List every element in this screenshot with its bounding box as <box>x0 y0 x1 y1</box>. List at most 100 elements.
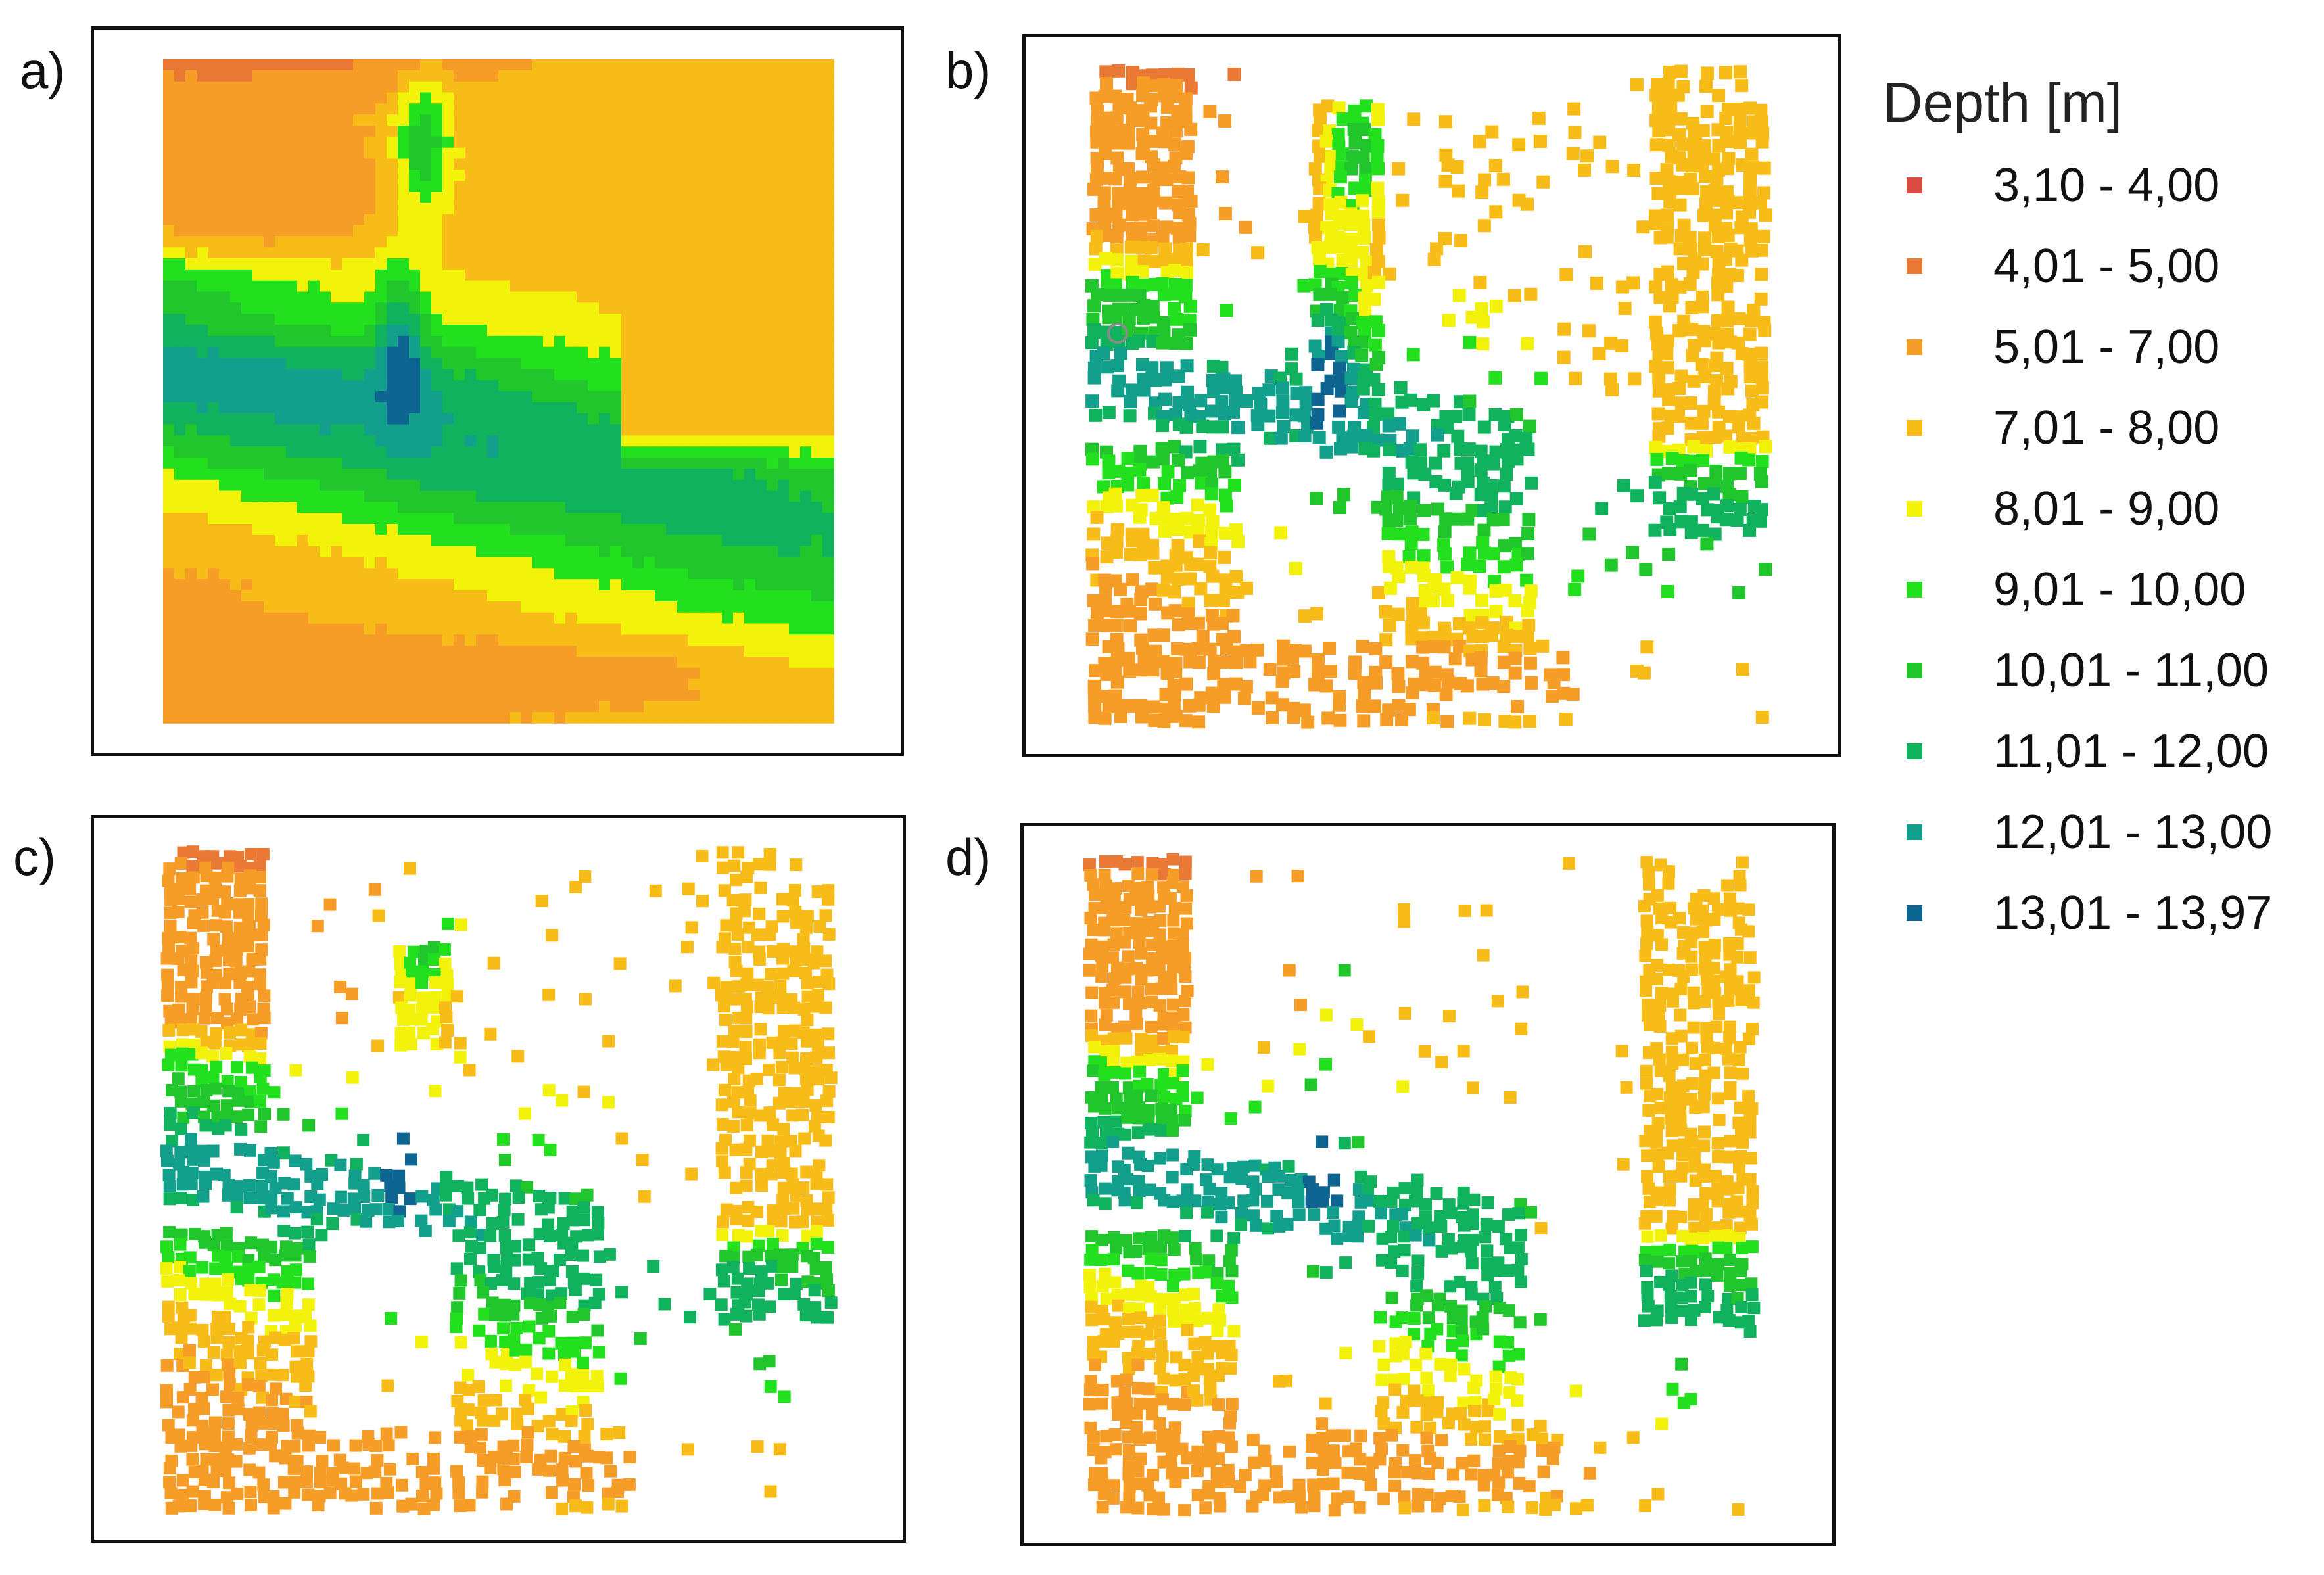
raster-cell <box>409 380 421 392</box>
raster-cell <box>219 678 231 691</box>
raster-cell <box>219 424 231 436</box>
raster-cell <box>465 657 477 669</box>
sample-point <box>1156 316 1170 329</box>
raster-cell <box>219 136 231 149</box>
sample-point <box>1451 429 1465 443</box>
raster-cell <box>308 369 320 381</box>
raster-cell <box>431 690 443 702</box>
raster-cell <box>789 247 801 259</box>
raster-cell <box>174 335 186 348</box>
raster-cell <box>521 579 533 591</box>
raster-cell <box>632 269 644 281</box>
raster-cell <box>822 435 834 447</box>
raster-cell <box>521 269 533 281</box>
raster-cell <box>174 202 186 215</box>
raster-cell <box>353 446 365 458</box>
raster-cell <box>375 524 387 536</box>
raster-cell <box>789 667 801 680</box>
raster-cell <box>711 358 723 370</box>
raster-cell <box>599 291 611 304</box>
raster-cell <box>431 258 443 270</box>
raster-cell <box>230 391 242 403</box>
sample-point <box>1101 124 1114 137</box>
raster-cell <box>342 92 354 105</box>
raster-cell <box>163 634 175 646</box>
raster-cell <box>655 170 667 181</box>
raster-cell <box>241 202 253 215</box>
raster-cell <box>241 446 253 458</box>
raster-cell <box>677 314 689 325</box>
raster-cell <box>688 534 700 547</box>
raster-cell <box>353 546 365 558</box>
sample-point <box>1463 335 1477 349</box>
raster-cell <box>163 346 175 359</box>
raster-cell <box>498 712 510 724</box>
raster-cell <box>811 646 823 657</box>
raster-cell <box>230 114 242 126</box>
raster-cell <box>219 701 231 713</box>
sample-point <box>1755 346 1768 360</box>
raster-cell <box>711 126 723 137</box>
raster-cell <box>331 59 343 71</box>
raster-cell <box>275 657 287 669</box>
raster-cell <box>610 181 622 193</box>
raster-cell <box>185 92 197 105</box>
raster-cell <box>700 181 711 193</box>
raster-cell <box>487 413 499 425</box>
raster-cell <box>744 158 756 171</box>
raster-cell <box>666 667 678 680</box>
raster-cell <box>185 424 197 436</box>
raster-cell <box>789 158 801 171</box>
raster-cell <box>811 701 823 713</box>
raster-cell <box>308 258 320 270</box>
sample-point <box>1251 246 1265 260</box>
raster-cell <box>532 81 544 93</box>
sample-point <box>1220 304 1233 317</box>
sample-point <box>1344 218 1358 231</box>
sample-point <box>1331 128 1345 141</box>
sample-point <box>1324 665 1337 678</box>
sample-point <box>243 869 256 882</box>
sample-point <box>1533 135 1547 148</box>
sample-point <box>1159 196 1172 210</box>
raster-cell <box>420 291 432 304</box>
raster-cell <box>666 646 678 657</box>
raster-cell <box>543 280 555 293</box>
raster-cell <box>331 546 343 558</box>
raster-cell <box>342 612 354 624</box>
raster-cell <box>163 291 175 304</box>
raster-cell <box>308 380 320 392</box>
raster-cell <box>700 136 711 149</box>
sample-point <box>1183 229 1197 243</box>
raster-cell <box>431 192 443 204</box>
raster-cell <box>197 59 208 71</box>
raster-cell <box>387 59 398 71</box>
raster-cell <box>688 612 700 624</box>
sample-point <box>1312 653 1325 667</box>
sample-point <box>1486 676 1500 690</box>
raster-cell <box>163 158 175 171</box>
sample-point <box>1546 690 1559 703</box>
sample-point <box>218 885 231 899</box>
raster-cell <box>565 502 577 513</box>
raster-cell <box>208 524 220 536</box>
sample-point <box>1696 523 1709 537</box>
raster-cell <box>789 269 801 281</box>
sample-point <box>1332 101 1346 115</box>
raster-cell <box>275 136 287 149</box>
raster-cell <box>431 225 443 237</box>
raster-cell <box>588 202 600 215</box>
raster-cell <box>431 634 443 646</box>
raster-cell <box>442 546 454 558</box>
raster-cell <box>644 490 655 503</box>
sample-point <box>1484 489 1498 503</box>
raster-cell <box>219 358 231 370</box>
raster-cell <box>510 103 521 115</box>
raster-cell <box>364 391 376 403</box>
raster-cell <box>733 513 745 525</box>
raster-cell <box>644 70 655 82</box>
raster-cell <box>431 468 443 481</box>
raster-cell <box>320 280 331 293</box>
sample-point <box>1158 525 1172 538</box>
raster-cell <box>387 402 398 414</box>
